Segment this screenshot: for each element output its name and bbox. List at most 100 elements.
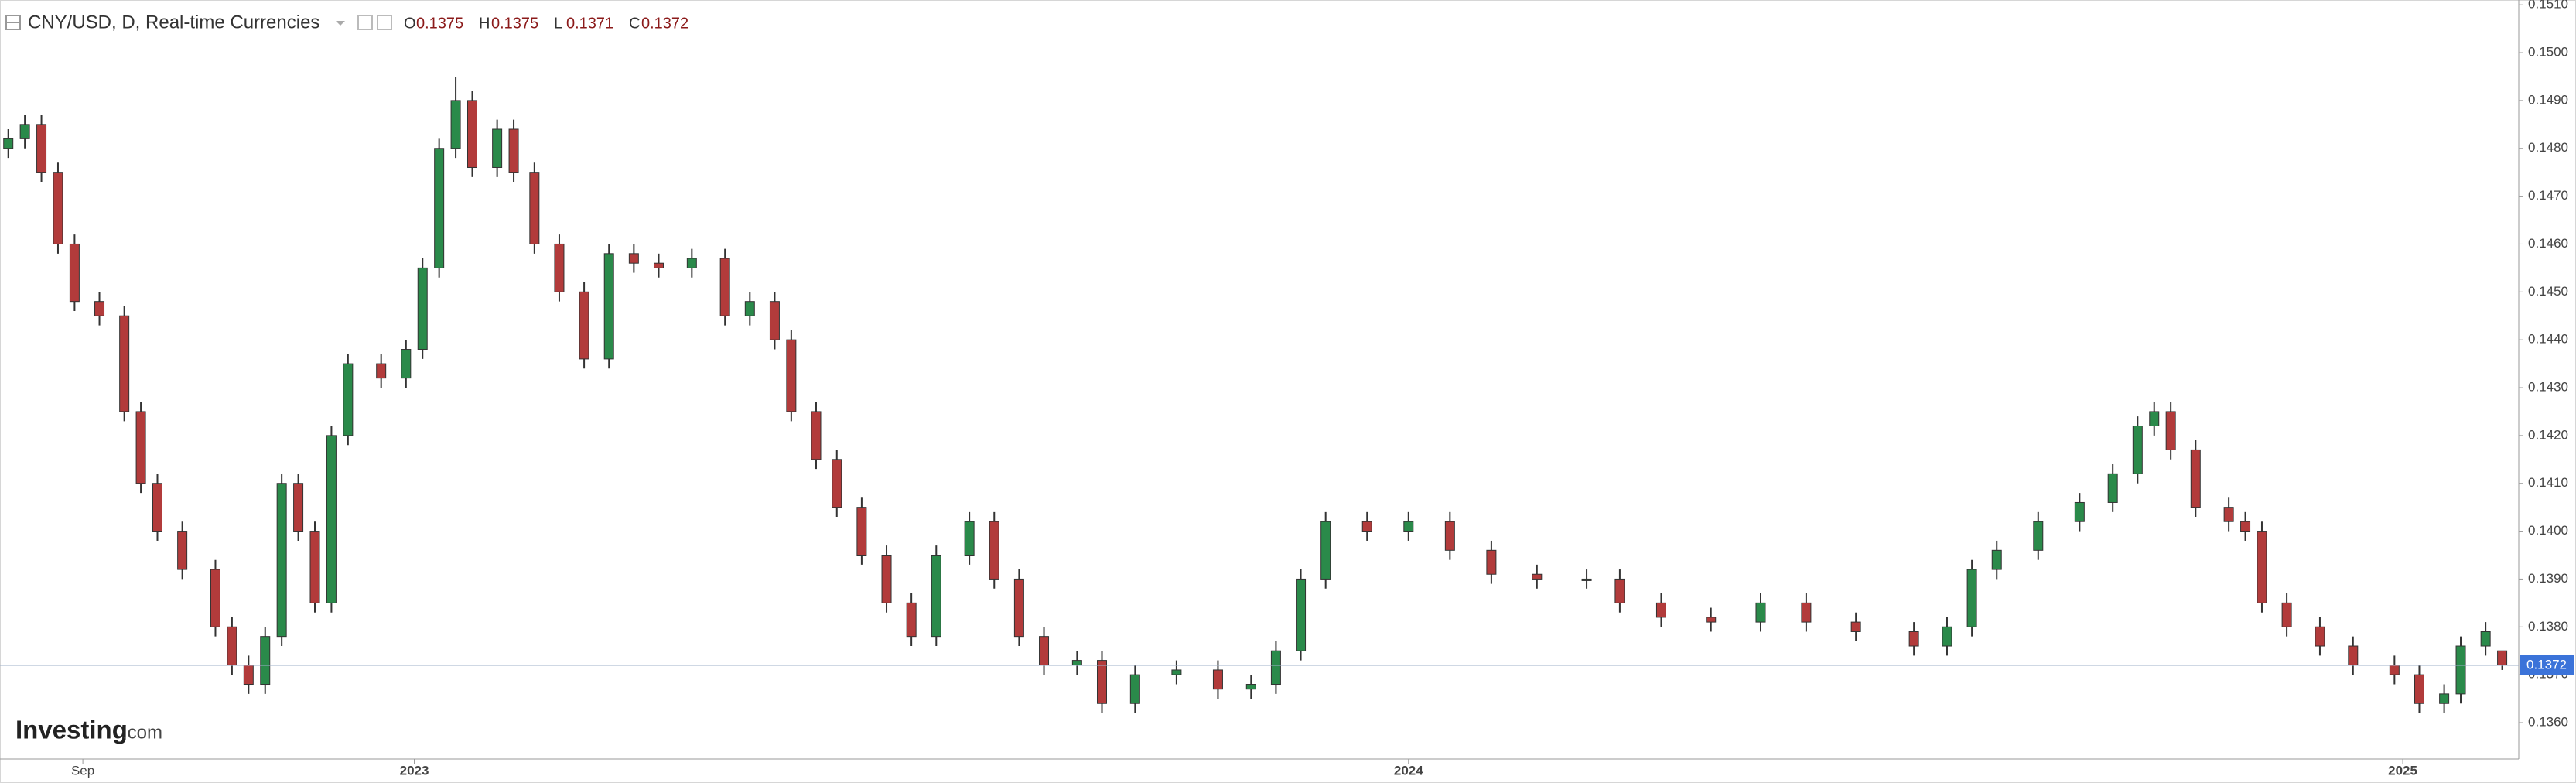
candle-body [2190,449,2201,508]
last-price-tag [2520,655,2574,675]
settings-icon[interactable] [357,15,373,30]
candle-body [579,291,589,360]
candle-body [1444,521,1455,551]
y-tick-label: 0.1380 [2528,619,2568,634]
candle-body [36,124,47,173]
candle-body [2414,674,2424,704]
candle-body [326,435,337,603]
candle-body [1614,578,1625,603]
candle-body [450,100,461,149]
chart-title: CNY/USD, D, Real-time Currencies [28,12,319,32]
y-tick-label: 0.1420 [2528,427,2568,442]
ohlc-value: 0.1371 [566,15,613,32]
header: CNY/USD, D, Real-time Currencies [5,12,392,32]
candle-body [603,253,614,360]
candle-body [1320,521,1331,580]
candle-body [2455,645,2466,695]
candle-body [1581,578,1592,581]
candle-body [554,243,565,292]
candle-body [243,665,254,686]
candle-body [177,531,188,570]
y-tick-label: 0.1440 [2528,332,2568,347]
x-tick-label: 2024 [1394,763,1423,778]
candle-body [1245,684,1256,690]
candle-body [53,172,63,244]
candle-body [1129,674,1140,704]
plot [0,76,2519,713]
candle-body [492,128,503,168]
candle-body [19,124,30,139]
ohlc-value: 0.1372 [641,15,688,32]
candle-body [744,301,755,316]
ohlc-value: 0.1375 [416,15,463,32]
candle-body [2240,521,2251,532]
candle-body [1942,626,1952,647]
candle-body [1850,621,1861,632]
candle-body [881,555,892,603]
watermark-brand: Investing [15,716,128,744]
candle-body [2480,631,2491,647]
candle-body [2223,507,2234,522]
candle-body [1532,573,1543,580]
candle-body [2132,425,2143,474]
candle-body [343,363,354,436]
candle-body [719,258,730,316]
candle-body [1270,650,1281,686]
candle-body [1991,549,2002,570]
candle-body [906,602,917,638]
candle-body [2439,693,2450,704]
y-tick-label: 0.1430 [2528,379,2568,394]
candle-body [1361,521,1372,532]
candle-body [293,483,304,532]
candle-body [964,521,975,556]
title-caret[interactable] [336,21,345,26]
y-tick-label: 0.1410 [2528,475,2568,490]
ohlc-key: O [404,15,416,32]
candle-body [786,339,797,412]
candle-body [1039,636,1050,666]
ohlc-value: 0.1375 [491,15,538,32]
x-tick-label: Sep [71,763,94,778]
candle-body [989,521,999,580]
y-tick-label: 0.1460 [2528,236,2568,251]
candle-body [69,243,80,303]
x-tick-label: 2023 [400,763,429,778]
candle-body [832,459,842,508]
candle-body [1908,631,1919,647]
y-tick-label: 0.1510 [2528,0,2568,12]
watermark: Investing .com [15,716,162,744]
candle-body [434,148,445,268]
candle-body [1097,660,1107,704]
candle-body [508,128,519,173]
candle-body [769,301,780,340]
candle-body [2315,626,2325,647]
candle-body [628,253,639,264]
ohlc-key: C [629,15,640,32]
close-icon[interactable] [377,15,392,30]
candle-body [931,555,941,638]
candle-body [811,411,822,460]
candle-body [401,349,412,379]
candle-body [1755,602,1766,623]
candle-body [227,626,237,666]
candle-body [467,100,477,168]
candle-body [2165,411,2176,450]
candle-body [376,363,387,379]
x-tick-label: 2025 [2388,763,2417,778]
candle-body [2107,473,2118,503]
candle-body [2033,521,2044,551]
y-tick-label: 0.1450 [2528,284,2568,299]
candle-body [94,301,105,316]
candle-body [152,483,162,532]
candle-body [2074,501,2085,522]
candle-body [1212,669,1223,690]
candle-body [260,636,271,686]
ohlc-key: H [479,15,490,32]
candle-body [2257,531,2267,603]
ohlc-key: L [554,15,562,32]
candle-body [3,138,14,149]
watermark-suffix: .com [122,722,162,743]
